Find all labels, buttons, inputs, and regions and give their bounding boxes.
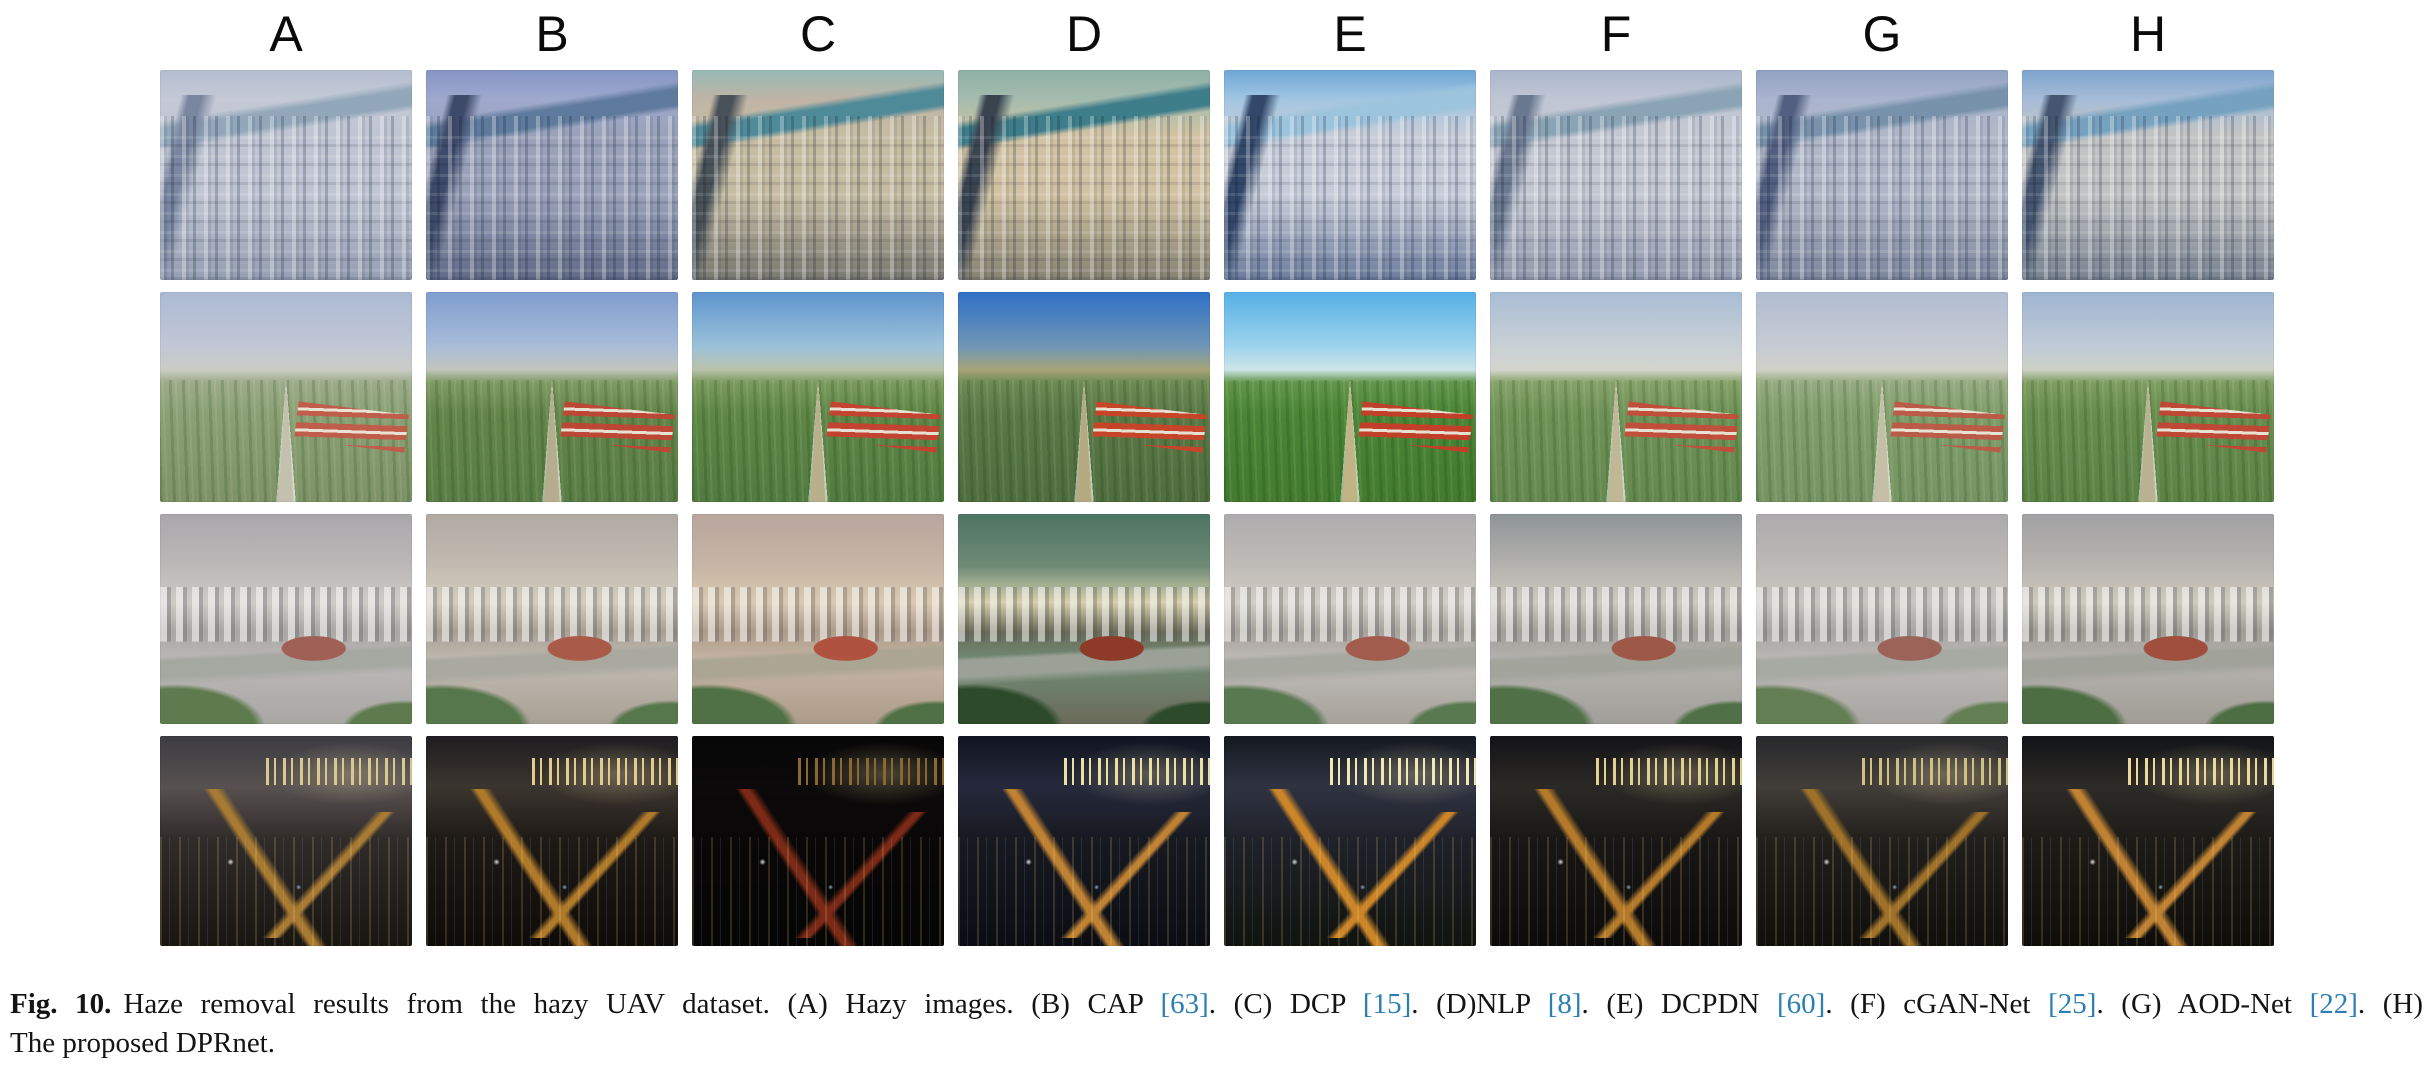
column-label-h: H bbox=[2129, 6, 2167, 62]
figure-image-d-row1 bbox=[958, 70, 1210, 280]
figure-image-f-row4 bbox=[1490, 736, 1742, 946]
citation-ref[interactable]: [60] bbox=[1776, 988, 1826, 1020]
figure-image-d-row2 bbox=[958, 292, 1210, 502]
figure-image-a-row2 bbox=[160, 292, 412, 502]
column-label-g: G bbox=[1862, 6, 1902, 62]
figure-grid bbox=[160, 70, 2274, 946]
figure-image-e-row1 bbox=[1224, 70, 1476, 280]
figure-image-g-row4 bbox=[1756, 736, 2008, 946]
column-label-f: F bbox=[1600, 6, 1632, 62]
citation-ref[interactable]: [15] bbox=[1362, 988, 1412, 1020]
column-label-a: A bbox=[269, 6, 303, 62]
caption-segments: Haze removal results from the hazy UAV d… bbox=[123, 988, 2423, 1020]
column-label-b: B bbox=[535, 6, 569, 62]
figure-image-c-row1 bbox=[692, 70, 944, 280]
citation-ref[interactable]: [63] bbox=[1160, 988, 1209, 1020]
figure-image-e-row4 bbox=[1224, 736, 1476, 946]
figure-image-a-row3 bbox=[160, 514, 412, 724]
caption-line1: Fig. 10. Haze removal results from the ha… bbox=[10, 985, 2423, 1024]
caption-text: Haze removal results from the hazy UAV d… bbox=[123, 988, 1161, 1020]
figure-image-b-row1 bbox=[426, 70, 678, 280]
caption-text: . (C) DCP bbox=[1208, 988, 1363, 1020]
figure-image-f-row3 bbox=[1490, 514, 1742, 724]
caption-text: . (E) DCPDN bbox=[1581, 988, 1777, 1020]
caption-text: . (H) bbox=[2357, 988, 2424, 1020]
figure-image-g-row2 bbox=[1756, 292, 2008, 502]
column-label-e: E bbox=[1333, 6, 1367, 62]
figure-image-g-row1 bbox=[1756, 70, 2008, 280]
caption-text: . (D)NLP bbox=[1411, 988, 1548, 1020]
figure-caption: Fig. 10. Haze removal results from the ha… bbox=[10, 985, 2423, 1063]
figure-label: Fig. 10. bbox=[10, 988, 112, 1020]
figure-image-f-row1 bbox=[1490, 70, 1742, 280]
column-labels: A B C D E F G H bbox=[160, 2, 2274, 66]
figure-image-f-row2 bbox=[1490, 292, 1742, 502]
citation-ref[interactable]: [8] bbox=[1547, 988, 1582, 1020]
figure-image-h-row3 bbox=[2022, 514, 2274, 724]
figure-image-d-row4 bbox=[958, 736, 1210, 946]
figure-image-h-row4 bbox=[2022, 736, 2274, 946]
figure-image-b-row4 bbox=[426, 736, 678, 946]
figure-image-c-row2 bbox=[692, 292, 944, 502]
figure-image-e-row3 bbox=[1224, 514, 1476, 724]
column-label-d: D bbox=[1065, 6, 1103, 62]
figure-image-h-row1 bbox=[2022, 70, 2274, 280]
figure-image-b-row2 bbox=[426, 292, 678, 502]
citation-ref[interactable]: [22] bbox=[2309, 988, 2358, 1020]
figure-image-e-row2 bbox=[1224, 292, 1476, 502]
caption-text: . (G) AOD-Net bbox=[2096, 988, 2310, 1020]
figure-image-g-row3 bbox=[1756, 514, 2008, 724]
figure-image-a-row1 bbox=[160, 70, 412, 280]
figure-image-h-row2 bbox=[2022, 292, 2274, 502]
figure-image-c-row4 bbox=[692, 736, 944, 946]
figure-image-d-row3 bbox=[958, 514, 1210, 724]
figure-image-b-row3 bbox=[426, 514, 678, 724]
caption-line2: The proposed DPRnet. bbox=[10, 1027, 275, 1059]
citation-ref[interactable]: [25] bbox=[2048, 988, 2097, 1020]
figure-image-a-row4 bbox=[160, 736, 412, 946]
column-label-c: C bbox=[799, 6, 837, 62]
figure-image-c-row3 bbox=[692, 514, 944, 724]
caption-text: . (F) cGAN-Net bbox=[1825, 988, 2049, 1020]
